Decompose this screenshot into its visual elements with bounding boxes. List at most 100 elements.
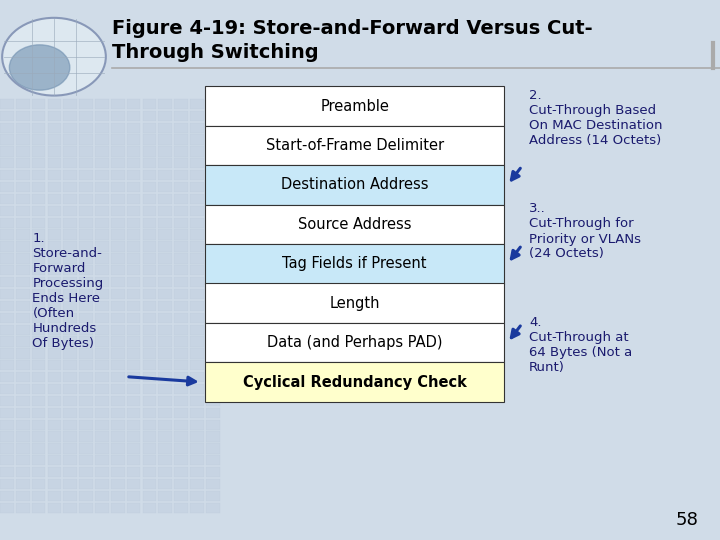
Bar — [143, 503, 156, 513]
Bar — [48, 313, 61, 323]
Bar — [16, 455, 30, 465]
Bar — [32, 384, 45, 394]
Bar — [79, 123, 93, 133]
Bar — [190, 218, 204, 228]
Bar — [174, 503, 188, 513]
Bar — [63, 336, 77, 347]
Bar — [174, 99, 188, 109]
Bar — [127, 206, 140, 216]
Bar — [63, 455, 77, 465]
Bar — [63, 443, 77, 454]
Bar — [143, 348, 156, 359]
Bar — [206, 230, 220, 240]
Bar — [158, 289, 172, 299]
Bar — [48, 230, 61, 240]
Bar — [158, 206, 172, 216]
Bar — [111, 431, 125, 442]
Bar — [206, 241, 220, 252]
Bar — [174, 158, 188, 168]
Bar — [32, 420, 45, 430]
Bar — [0, 230, 14, 240]
Bar — [79, 182, 93, 192]
Bar — [95, 325, 109, 335]
Bar — [206, 360, 220, 370]
Bar — [95, 455, 109, 465]
Bar — [95, 146, 109, 157]
Bar — [206, 158, 220, 168]
Bar — [111, 420, 125, 430]
Bar — [174, 467, 188, 477]
Bar — [127, 182, 140, 192]
Bar — [79, 206, 93, 216]
Bar — [111, 111, 125, 121]
Bar — [143, 455, 156, 465]
Bar — [63, 420, 77, 430]
Bar — [143, 289, 156, 299]
Bar — [0, 408, 14, 418]
Bar — [206, 431, 220, 442]
Bar — [206, 289, 220, 299]
Bar — [16, 503, 30, 513]
Bar — [190, 146, 204, 157]
Bar — [0, 360, 14, 370]
Bar — [48, 206, 61, 216]
Bar — [95, 348, 109, 359]
Bar — [111, 301, 125, 311]
Bar — [48, 360, 61, 370]
Bar — [0, 431, 14, 442]
Bar — [206, 218, 220, 228]
Bar — [143, 170, 156, 180]
Bar — [143, 384, 156, 394]
Bar — [95, 111, 109, 121]
Text: Cyclical Redundancy Check: Cyclical Redundancy Check — [243, 375, 467, 389]
Bar — [127, 241, 140, 252]
Bar — [127, 443, 140, 454]
Bar — [32, 230, 45, 240]
Bar — [0, 182, 14, 192]
Bar — [16, 420, 30, 430]
Bar — [205, 126, 504, 165]
Bar — [127, 431, 140, 442]
Bar — [158, 301, 172, 311]
Bar — [79, 230, 93, 240]
Bar — [48, 194, 61, 204]
Bar — [111, 455, 125, 465]
Bar — [174, 277, 188, 287]
Bar — [190, 230, 204, 240]
Bar — [127, 467, 140, 477]
Bar — [79, 491, 93, 501]
Bar — [95, 182, 109, 192]
Bar — [79, 158, 93, 168]
Bar — [79, 455, 93, 465]
Bar — [111, 467, 125, 477]
Bar — [0, 194, 14, 204]
Bar — [158, 253, 172, 264]
Bar — [158, 384, 172, 394]
Bar — [190, 420, 204, 430]
Bar — [79, 99, 93, 109]
Bar — [111, 503, 125, 513]
Bar — [16, 230, 30, 240]
Bar — [206, 467, 220, 477]
Bar — [190, 396, 204, 406]
Bar — [190, 277, 204, 287]
Bar — [48, 170, 61, 180]
Bar — [143, 241, 156, 252]
Bar — [48, 146, 61, 157]
Bar — [206, 384, 220, 394]
Bar — [174, 230, 188, 240]
Bar — [143, 360, 156, 370]
Bar — [143, 206, 156, 216]
Bar — [190, 348, 204, 359]
Bar — [16, 396, 30, 406]
Bar — [95, 396, 109, 406]
Bar — [127, 408, 140, 418]
Bar — [0, 455, 14, 465]
Bar — [16, 277, 30, 287]
Circle shape — [2, 18, 106, 96]
Bar — [143, 146, 156, 157]
Circle shape — [9, 45, 70, 90]
Bar — [174, 479, 188, 489]
Bar — [95, 503, 109, 513]
Bar — [158, 467, 172, 477]
